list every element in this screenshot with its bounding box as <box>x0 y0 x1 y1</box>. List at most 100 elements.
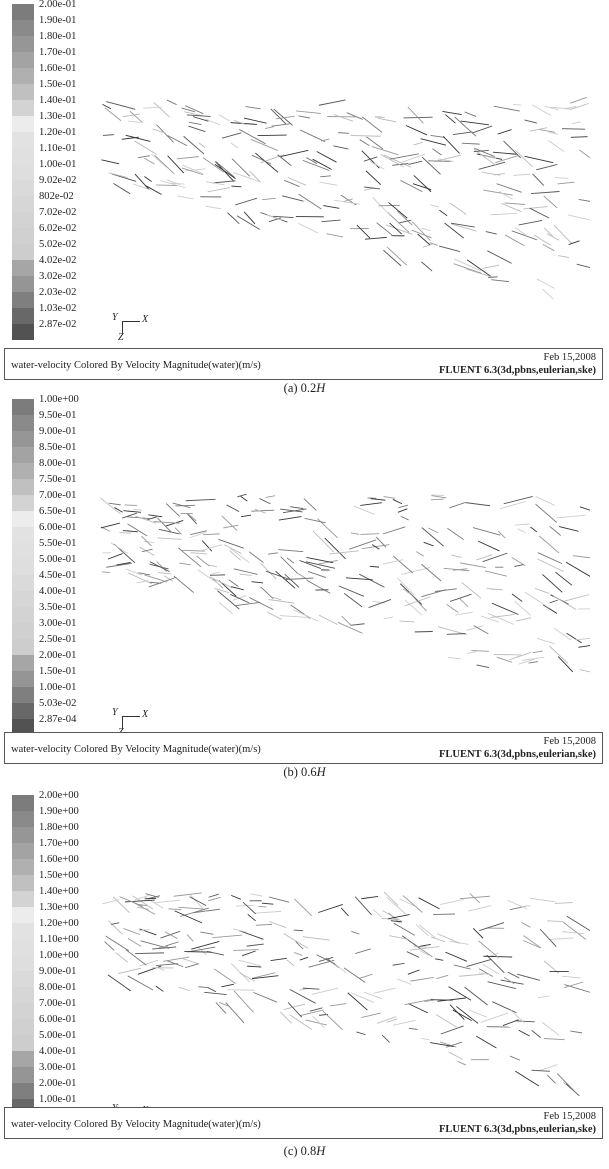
velocity-vector <box>452 1009 472 1022</box>
velocity-vector <box>251 581 264 584</box>
velocity-vector <box>284 577 314 581</box>
velocity-vector <box>143 106 162 109</box>
velocity-vector <box>419 950 429 956</box>
velocity-vector <box>550 106 572 110</box>
velocity-vector <box>245 106 261 110</box>
colorbar-tick-label: 1.90e-01 <box>39 15 77 26</box>
colorbar-tick-label: 7.50e-01 <box>39 474 77 485</box>
velocity-vector <box>445 114 456 124</box>
velocity-vector <box>562 594 590 603</box>
velocity-vector <box>453 263 482 274</box>
colorbar-segment <box>12 1019 34 1035</box>
velocity-vector <box>554 177 569 179</box>
velocity-vector <box>174 527 182 535</box>
velocity-vector <box>218 538 244 549</box>
velocity-vector <box>562 921 587 940</box>
velocity-vector <box>464 986 488 1006</box>
velocity-vector <box>561 128 586 130</box>
colorbar-segment <box>12 1067 34 1083</box>
velocity-vector <box>306 557 334 564</box>
velocity-vector <box>496 183 522 193</box>
colorbar-tick-label: 2.00e-01 <box>39 0 77 10</box>
velocity-vector <box>553 627 572 641</box>
velocity-vector <box>157 572 172 575</box>
velocity-vector <box>238 959 261 967</box>
velocity-vector <box>360 502 382 506</box>
velocity-vector <box>232 928 247 933</box>
velocity-vector <box>571 121 581 125</box>
velocity-vector <box>202 157 225 173</box>
velocity-vector <box>468 1009 488 1018</box>
velocity-vector <box>165 503 181 517</box>
velocity-vector <box>158 528 180 535</box>
velocity-vector <box>209 571 220 576</box>
velocity-vector <box>383 496 396 499</box>
velocity-vector <box>128 120 141 123</box>
velocity-vector <box>200 931 214 935</box>
velocity-vector <box>447 527 464 541</box>
velocity-vector <box>408 591 427 612</box>
velocity-vector <box>389 935 408 940</box>
velocity-vector <box>492 151 517 155</box>
velocity-vector <box>507 971 520 979</box>
velocity-vector <box>235 601 261 607</box>
caption-variable: H <box>316 381 326 395</box>
velocity-vector <box>148 514 163 518</box>
velocity-vector <box>207 896 221 902</box>
velocity-vector <box>522 656 545 661</box>
velocity-vector <box>111 173 137 182</box>
velocity-vector <box>466 625 484 631</box>
colorbar-segment <box>12 308 34 324</box>
colorbar-segment <box>12 84 34 100</box>
velocity-vector <box>259 498 271 505</box>
velocity-vector <box>537 637 555 645</box>
velocity-vector <box>338 132 350 134</box>
velocity-vector <box>166 960 184 968</box>
velocity-vector <box>482 155 497 159</box>
velocity-vector <box>284 573 300 588</box>
velocity-vector <box>442 111 462 115</box>
velocity-vector <box>542 288 554 300</box>
velocity-vector <box>121 512 138 519</box>
colorbar-tick-label: 2.00e-01 <box>39 650 77 661</box>
velocity-vector <box>399 898 416 907</box>
velocity-vector <box>397 508 408 513</box>
velocity-vector <box>536 163 558 171</box>
velocity-vector <box>501 202 522 213</box>
colorbar-segment <box>12 811 34 827</box>
colorbar-segment <box>12 228 34 244</box>
velocity-vector <box>265 570 293 581</box>
colorbar-segment <box>12 543 34 559</box>
velocity-vector <box>516 1020 535 1023</box>
velocity-vector <box>343 967 366 983</box>
velocity-vector <box>442 136 460 154</box>
colorbar-tick-label: 6.00e-01 <box>39 522 77 533</box>
velocity-vector <box>376 1016 397 1024</box>
colorbar-segment <box>12 4 34 20</box>
colorbar-tick-label: 1.10e-01 <box>39 143 77 154</box>
velocity-vector <box>451 554 462 558</box>
velocity-vector <box>229 550 241 561</box>
velocity-vector <box>217 590 240 610</box>
velocity-vector <box>226 545 250 564</box>
velocity-vector <box>182 164 203 175</box>
colorbar-segment <box>12 987 34 1003</box>
velocity-vector <box>233 119 247 126</box>
velocity-vector <box>476 664 490 668</box>
velocity-vector <box>460 120 489 126</box>
velocity-vector <box>396 210 413 226</box>
velocity-vector <box>459 598 469 607</box>
velocity-vector <box>381 917 400 921</box>
colorbar-segment <box>12 479 34 495</box>
velocity-vector <box>493 654 522 656</box>
velocity-vector <box>541 1021 560 1036</box>
velocity-vector <box>320 175 331 178</box>
velocity-vector <box>376 222 393 236</box>
velocity-vector <box>172 502 191 509</box>
velocity-vector <box>302 159 330 171</box>
velocity-vector <box>440 1025 464 1035</box>
velocity-vector <box>319 181 338 186</box>
velocity-vector <box>305 1019 328 1026</box>
velocity-vector-field <box>101 96 590 300</box>
colorbar-tick-label: 7.02e-02 <box>39 207 77 218</box>
